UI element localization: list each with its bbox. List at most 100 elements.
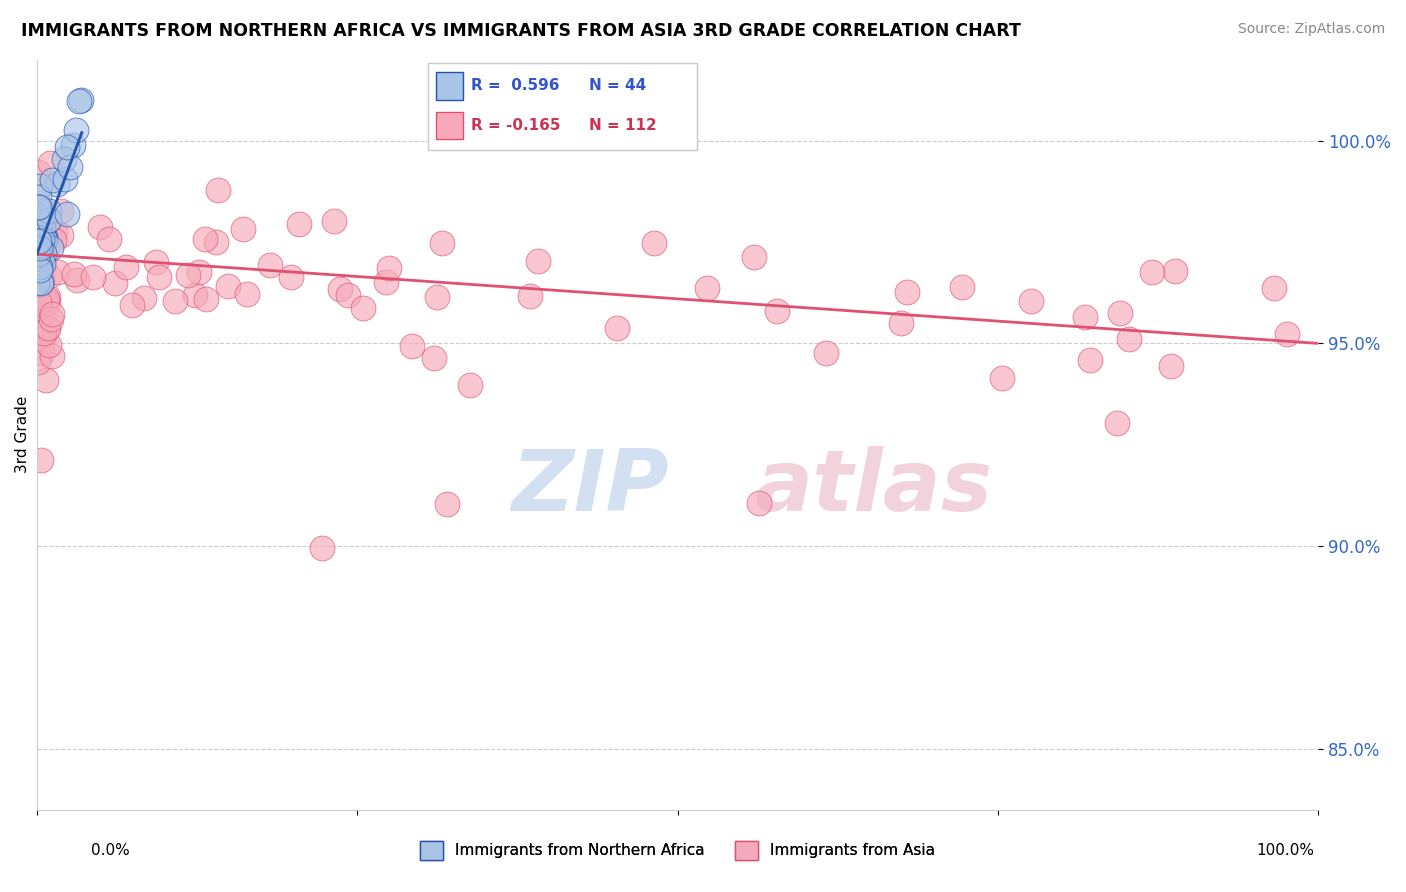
Point bbox=[34, 230, 56, 244]
Point bbox=[950, 280, 973, 294]
Point bbox=[1078, 353, 1101, 368]
Point bbox=[643, 235, 665, 250]
Point bbox=[121, 298, 143, 312]
Point bbox=[28, 202, 51, 216]
Point bbox=[32, 328, 55, 343]
Point bbox=[39, 241, 62, 255]
Point bbox=[31, 308, 53, 322]
Point bbox=[41, 350, 63, 364]
Point bbox=[177, 268, 200, 283]
Point bbox=[742, 250, 765, 264]
Point bbox=[30, 262, 52, 277]
Point bbox=[287, 217, 309, 231]
Point bbox=[37, 293, 59, 307]
Point bbox=[815, 345, 838, 359]
Point bbox=[27, 355, 49, 369]
Point bbox=[27, 165, 49, 179]
Point bbox=[696, 280, 718, 294]
Point bbox=[31, 257, 53, 271]
Point bbox=[32, 241, 55, 255]
Point bbox=[519, 288, 541, 302]
Text: atlas: atlas bbox=[755, 446, 993, 529]
Point bbox=[31, 273, 53, 287]
Point bbox=[35, 220, 58, 235]
Point bbox=[70, 93, 93, 107]
Point bbox=[195, 293, 218, 307]
Point bbox=[28, 235, 51, 250]
Point bbox=[27, 232, 49, 246]
Point bbox=[436, 497, 458, 511]
Point bbox=[30, 251, 52, 265]
Point bbox=[27, 261, 49, 276]
Point bbox=[1263, 281, 1285, 295]
Point bbox=[41, 307, 63, 321]
Point bbox=[1160, 359, 1182, 374]
Point bbox=[606, 321, 628, 335]
Point bbox=[27, 236, 49, 251]
Point bbox=[39, 311, 62, 326]
Point bbox=[1019, 293, 1042, 308]
Point bbox=[30, 210, 52, 224]
Point bbox=[183, 288, 205, 302]
Point bbox=[217, 279, 239, 293]
Point bbox=[65, 273, 87, 287]
Point bbox=[990, 371, 1012, 385]
Point bbox=[132, 291, 155, 305]
Point bbox=[25, 260, 48, 274]
Point bbox=[352, 301, 374, 315]
Point bbox=[32, 229, 55, 244]
Point bbox=[31, 233, 53, 247]
Point bbox=[67, 94, 90, 108]
Text: IMMIGRANTS FROM NORTHERN AFRICA VS IMMIGRANTS FROM ASIA 3RD GRADE CORRELATION CH: IMMIGRANTS FROM NORTHERN AFRICA VS IMMIG… bbox=[21, 22, 1021, 40]
Point bbox=[62, 138, 84, 153]
Point bbox=[30, 260, 52, 274]
Point bbox=[28, 200, 51, 214]
Point bbox=[34, 249, 56, 263]
Point bbox=[44, 224, 66, 238]
Point bbox=[27, 199, 49, 213]
Point bbox=[30, 209, 52, 223]
Point bbox=[27, 217, 49, 231]
Point bbox=[432, 235, 454, 250]
Point bbox=[526, 254, 548, 268]
Point bbox=[28, 234, 51, 248]
Point bbox=[37, 296, 59, 310]
Y-axis label: 3rd Grade: 3rd Grade bbox=[15, 396, 30, 474]
Point bbox=[56, 140, 79, 154]
Point bbox=[458, 378, 481, 392]
Text: Source: ZipAtlas.com: Source: ZipAtlas.com bbox=[1237, 22, 1385, 37]
Point bbox=[322, 214, 344, 228]
Point bbox=[30, 241, 52, 255]
Point bbox=[1105, 417, 1128, 431]
Point bbox=[30, 227, 52, 242]
Point bbox=[1109, 306, 1132, 320]
Point bbox=[148, 270, 170, 285]
Point bbox=[1164, 263, 1187, 277]
Point bbox=[32, 245, 55, 260]
Text: 100.0%: 100.0% bbox=[1257, 843, 1315, 858]
Point bbox=[28, 294, 51, 309]
Point bbox=[89, 220, 111, 235]
Point bbox=[39, 156, 62, 170]
Point bbox=[32, 228, 55, 243]
Text: ZIP: ZIP bbox=[510, 446, 669, 529]
Point bbox=[30, 276, 52, 290]
Point bbox=[53, 152, 76, 166]
Point bbox=[426, 290, 449, 304]
Point bbox=[1118, 332, 1140, 346]
Point bbox=[329, 282, 352, 296]
Point bbox=[311, 541, 333, 555]
Point bbox=[422, 351, 444, 365]
Point bbox=[259, 258, 281, 272]
Point bbox=[194, 232, 217, 246]
Point bbox=[42, 233, 65, 247]
Point bbox=[31, 346, 53, 360]
Point bbox=[374, 275, 396, 289]
Point bbox=[28, 215, 51, 229]
Point bbox=[38, 268, 60, 283]
Point bbox=[63, 268, 86, 282]
Point bbox=[51, 228, 73, 243]
Point bbox=[35, 373, 58, 387]
Point bbox=[37, 320, 59, 334]
Point bbox=[46, 265, 69, 279]
